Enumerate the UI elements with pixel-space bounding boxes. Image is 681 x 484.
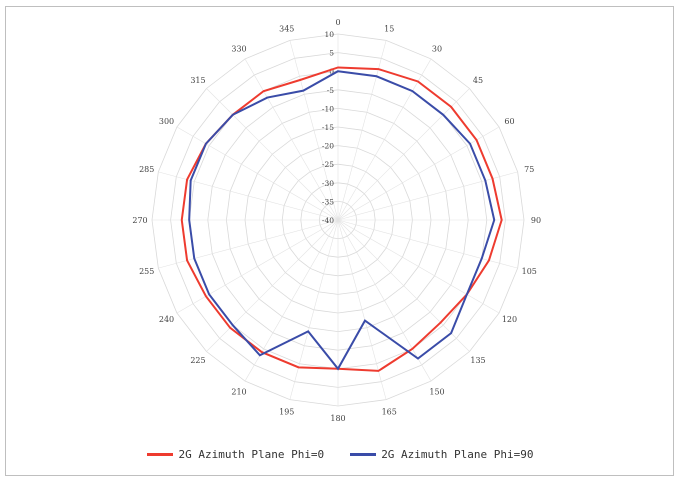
grid-spoke-20 [176, 126, 339, 221]
grid-spoke-3 [337, 88, 470, 221]
radial-tick-label-6: -20 [322, 142, 334, 151]
grid-spoke-19 [158, 171, 339, 221]
angle-label-11: 165 [382, 407, 397, 416]
series-line-2 [188, 70, 496, 371]
grid-spoke-15 [206, 219, 339, 352]
legend-label-series-2: 2G Azimuth Plane Phi=90 [381, 448, 534, 461]
angle-labels: 0153045607590105120135150165180195210225… [132, 18, 541, 423]
series-layer [180, 66, 503, 372]
angle-label-10: 150 [429, 387, 444, 396]
legend: 2G Azimuth Plane Phi=0 2G Azimuth Plane … [0, 448, 681, 461]
radial-tick-label-9: -35 [322, 197, 334, 206]
angle-label-8: 120 [502, 315, 517, 324]
chart-frame: 10 5 0 -5 -10 -15 -20 -25 -30 -35 -40 0 15 30 45 60 75 9… [5, 6, 674, 476]
angle-label-21: 315 [190, 76, 205, 85]
angle-label-13: 195 [279, 407, 294, 416]
radial-tick-label-5: -15 [322, 123, 334, 132]
angle-label-18: 270 [132, 216, 147, 225]
grid-spoke-10 [337, 219, 432, 382]
angle-label-23: 345 [279, 25, 294, 34]
radial-tick-label-4: -10 [322, 104, 334, 113]
radial-tick-label-2: 0 [329, 67, 334, 76]
grid-spoke-11 [337, 219, 387, 400]
legend-swatch-series-1 [147, 453, 174, 456]
grid-spoke-17 [158, 219, 339, 269]
grid-spoke-1 [337, 40, 387, 221]
angle-label-14: 210 [231, 387, 246, 396]
angle-label-2: 30 [432, 45, 442, 54]
legend-swatch-series-2 [350, 453, 377, 456]
angle-label-3: 45 [473, 76, 483, 85]
legend-item-series-2: 2G Azimuth Plane Phi=90 [350, 448, 534, 461]
grid-spoke-16 [176, 219, 339, 314]
grid-spoke-2 [337, 58, 432, 221]
angle-label-20: 300 [159, 117, 174, 126]
angle-label-22: 330 [231, 45, 246, 54]
grid-spoke-4 [337, 126, 500, 221]
grid-spoke-21 [206, 88, 339, 221]
legend-item-series-1: 2G Azimuth Plane Phi=0 [147, 448, 324, 461]
radial-tick-label-10: -40 [322, 216, 334, 225]
angle-label-17: 255 [139, 267, 154, 276]
polar-grid [151, 33, 525, 407]
angle-label-6: 90 [531, 216, 541, 225]
angle-label-9: 135 [470, 356, 485, 365]
grid-spoke-22 [244, 58, 339, 221]
grid-spoke-13 [289, 219, 339, 400]
angle-label-4: 60 [504, 117, 514, 126]
grid-spoke-9 [337, 219, 470, 352]
grid-spoke-23 [289, 40, 339, 221]
angle-label-12: 180 [330, 414, 345, 423]
angle-label-16: 240 [159, 315, 174, 324]
radial-tick-label-0: 10 [324, 30, 334, 39]
grid-spoke-5 [337, 171, 518, 221]
angle-label-15: 225 [190, 356, 205, 365]
angle-label-5: 75 [524, 165, 534, 174]
radial-tick-label-7: -25 [322, 160, 334, 169]
radial-tick-labels: 10 5 0 -5 -10 -15 -20 -25 -30 -35 -40 [322, 30, 334, 225]
grid-spoke-7 [337, 219, 518, 269]
radial-tick-label-3: -5 [327, 86, 335, 95]
angle-label-0: 0 [335, 18, 340, 27]
legend-label-series-1: 2G Azimuth Plane Phi=0 [178, 448, 325, 461]
angle-label-19: 285 [139, 165, 154, 174]
radial-tick-label-1: 5 [329, 49, 334, 58]
angle-label-7: 105 [522, 267, 537, 276]
grid-spoke-8 [337, 219, 500, 314]
grid-spoke-14 [244, 219, 339, 382]
angle-label-1: 15 [384, 25, 394, 34]
radial-tick-label-8: -30 [322, 179, 334, 188]
